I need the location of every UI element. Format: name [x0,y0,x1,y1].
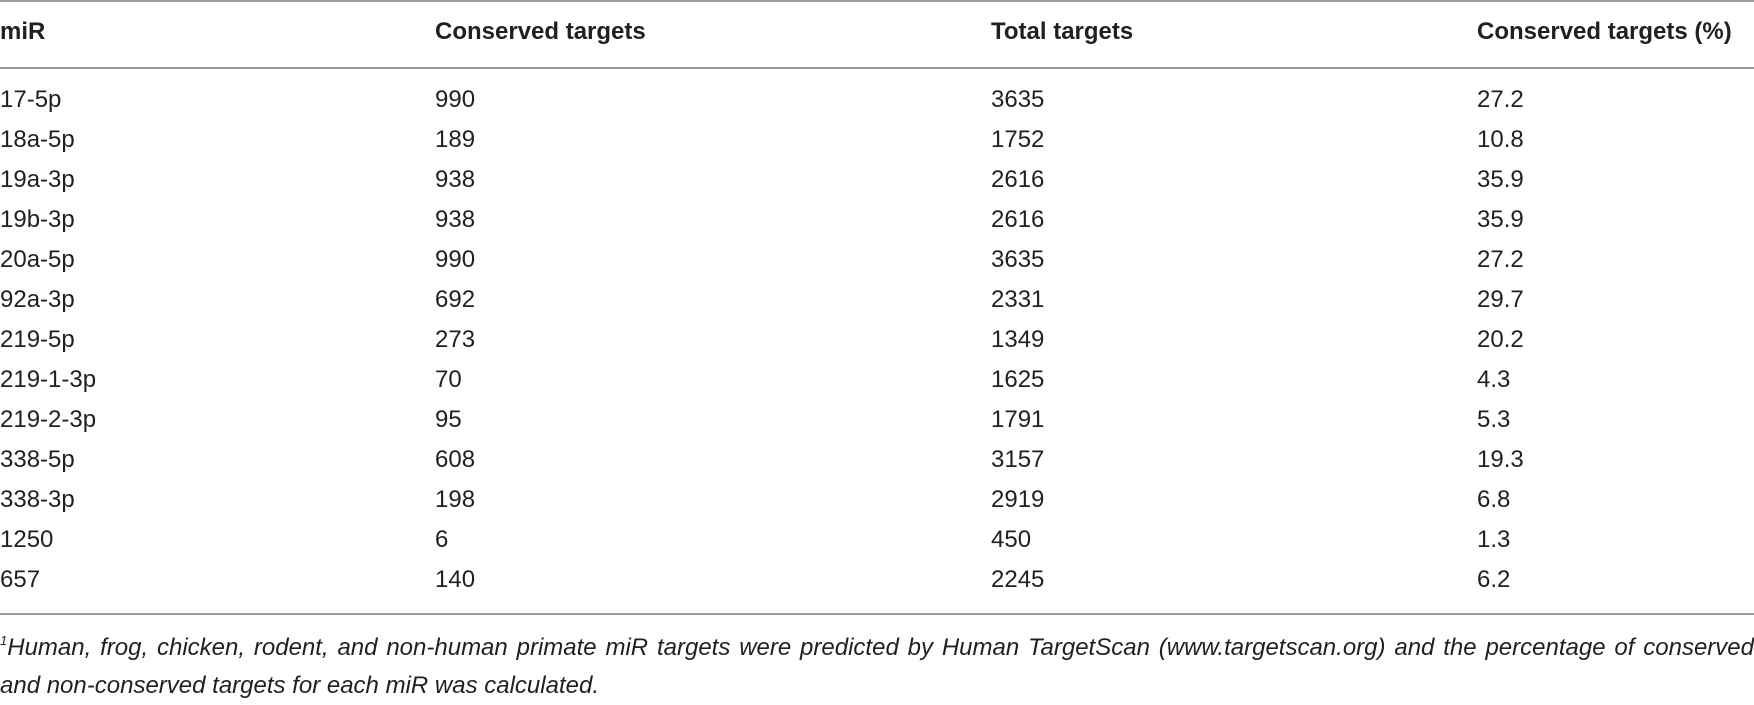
cell-total-targets: 2616 [991,166,1045,193]
footnote-text: Human, frog, chicken, rodent, and non-hu… [0,634,1754,699]
cell-conserved-targets: 140 [435,566,476,593]
cell-total-targets: 1752 [991,126,1045,153]
cell-conserved-targets: 6 [435,526,449,553]
table-row: 338-5p 608 3157 19.3 [0,444,1754,484]
table-header-rule [0,67,1754,69]
cell-conserved-percent: 4.3 [1477,366,1511,393]
cell-total-targets: 1625 [991,366,1045,393]
cell-conserved-targets: 189 [435,126,476,153]
table-row: 19b-3p 938 2616 35.9 [0,204,1754,244]
cell-mir: 1250 [0,526,54,553]
cell-total-targets: 2331 [991,286,1045,313]
table-top-rule [0,0,1754,2]
cell-conserved-percent: 6.8 [1477,486,1511,513]
table-bottom-rule [0,613,1754,615]
cell-conserved-percent: 27.2 [1477,86,1524,113]
table-row: 338-3p 198 2919 6.8 [0,484,1754,524]
table-row: 92a-3p 692 2331 29.7 [0,284,1754,324]
cell-conserved-percent: 35.9 [1477,206,1524,233]
table-header-row: miR Conserved targets Total targets Cons… [0,16,1754,48]
table-row: 18a-5p 189 1752 10.8 [0,124,1754,164]
table-row: 219-5p 273 1349 20.2 [0,324,1754,364]
cell-conserved-percent: 19.3 [1477,446,1524,473]
cell-conserved-targets: 692 [435,286,476,313]
cell-total-targets: 2245 [991,566,1045,593]
cell-conserved-percent: 1.3 [1477,526,1511,553]
cell-conserved-targets: 938 [435,206,476,233]
cell-mir: 20a-5p [0,246,75,273]
table-row: 657 140 2245 6.2 [0,564,1754,604]
cell-total-targets: 3635 [991,246,1045,273]
cell-conserved-targets: 938 [435,166,476,193]
cell-mir: 17-5p [0,86,62,113]
cell-mir: 19a-3p [0,166,75,193]
table-body: 17-5p 990 3635 27.2 18a-5p 189 1752 10.8 19a-3p 9… [0,84,1754,604]
table-footnote: 1Human, frog, chicken, rodent, and non-h… [0,629,1754,705]
table-row: 219-1-3p 70 1625 4.3 [0,364,1754,404]
footnote-marker: 1 [0,633,8,648]
cell-mir: 219-5p [0,326,75,353]
cell-total-targets: 1349 [991,326,1045,353]
cell-conserved-targets: 198 [435,486,476,513]
header-mir: miR [0,18,46,45]
cell-mir: 219-1-3p [0,366,97,393]
table-row: 17-5p 990 3635 27.2 [0,84,1754,124]
cell-total-targets: 450 [991,526,1032,553]
cell-conserved-percent: 5.3 [1477,406,1511,433]
cell-conserved-percent: 27.2 [1477,246,1524,273]
cell-mir: 338-5p [0,446,75,473]
cell-conserved-percent: 35.9 [1477,166,1524,193]
cell-conserved-percent: 29.7 [1477,286,1524,313]
cell-conserved-percent: 20.2 [1477,326,1524,353]
cell-conserved-targets: 990 [435,246,476,273]
cell-total-targets: 2919 [991,486,1045,513]
cell-total-targets: 2616 [991,206,1045,233]
table-row: 219-2-3p 95 1791 5.3 [0,404,1754,444]
cell-mir: 19b-3p [0,206,75,233]
cell-conserved-percent: 6.2 [1477,566,1511,593]
cell-conserved-targets: 608 [435,446,476,473]
cell-conserved-targets: 990 [435,86,476,113]
cell-mir: 92a-3p [0,286,75,313]
cell-total-targets: 1791 [991,406,1045,433]
cell-conserved-targets: 95 [435,406,462,433]
cell-total-targets: 3157 [991,446,1045,473]
cell-mir: 219-2-3p [0,406,97,433]
cell-mir: 338-3p [0,486,75,513]
cell-mir: 18a-5p [0,126,75,153]
table-row: 19a-3p 938 2616 35.9 [0,164,1754,204]
header-conserved-percent: Conserved targets (%) [1477,18,1732,45]
cell-total-targets: 3635 [991,86,1045,113]
cell-conserved-percent: 10.8 [1477,126,1524,153]
table-row: 1250 6 450 1.3 [0,524,1754,564]
header-total-targets: Total targets [991,18,1134,45]
table-row: 20a-5p 990 3635 27.2 [0,244,1754,284]
header-conserved-targets: Conserved targets [435,18,646,45]
cell-conserved-targets: 273 [435,326,476,353]
cell-conserved-targets: 70 [435,366,462,393]
cell-mir: 657 [0,566,41,593]
